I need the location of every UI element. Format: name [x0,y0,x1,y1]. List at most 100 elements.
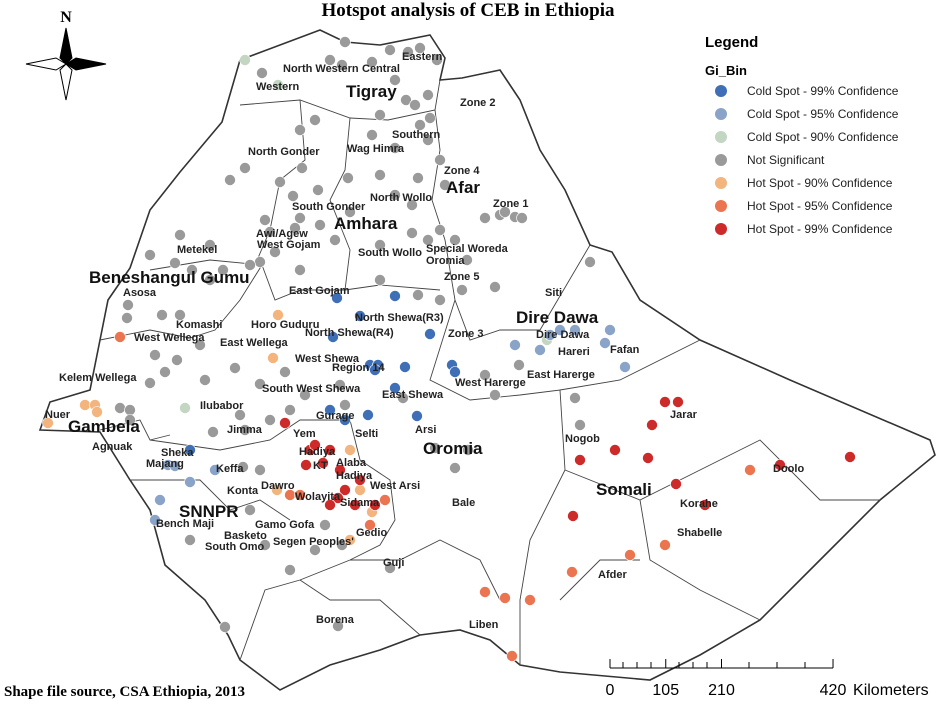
site-point [364,519,376,531]
site-point [300,459,312,471]
site-point [399,361,411,373]
zone-label: Borena [316,614,355,626]
site-point [272,309,284,321]
site-point [174,229,186,241]
legend-label: Hot Spot - 99% Confidence [747,222,893,236]
site-point [269,246,281,258]
zone-label: Segen Peoples' [273,536,354,548]
zone-label: Zone 3 [448,328,483,340]
site-point [499,592,511,604]
site-point [567,510,579,522]
zone-label: Selti [355,428,378,440]
site-point [287,190,299,202]
site-point [431,54,443,66]
zone-label: Shabelle [677,527,722,539]
site-point [294,124,306,136]
zone-label: Central [362,63,400,75]
site-point [449,366,461,378]
site-point [184,444,196,456]
site-point [400,94,412,106]
site-point [199,374,211,386]
site-point [384,44,396,56]
site-point [554,324,566,336]
zone-label: Konta [227,485,259,497]
site-point [224,174,236,186]
site-point [389,142,401,154]
site-point [424,112,436,124]
site-point [239,162,251,174]
site-point [264,414,276,426]
zone-label: Bale [452,497,475,509]
site-point [354,474,366,486]
site-point [374,274,386,286]
site-point [339,484,351,496]
region-label: Tigray [346,82,397,101]
site-point [169,460,181,472]
zone-label: Gedio [356,527,387,539]
zone-label: North Gonder [248,146,320,158]
zone-label: Komashi [176,319,222,331]
site-point [411,410,423,422]
legend-swatch [715,131,727,143]
north-arrow: N [25,9,107,101]
zone-label: West Wellega [134,332,205,344]
site-point [299,389,311,401]
site-point [642,452,654,464]
zone-label: Ilubabor [200,400,244,412]
site-point [42,417,54,429]
site-point [159,366,171,378]
site-point [309,114,321,126]
site-point [422,134,434,146]
site-point [296,162,308,174]
zone-label: Sheka [161,447,194,459]
scale-label: 420 [820,682,847,699]
site-point [354,310,366,322]
site-point [289,222,301,234]
legend-swatch [715,85,727,97]
site-point [422,89,434,101]
map-body [38,29,936,691]
zone-label: Southern [392,129,441,141]
site-point [229,362,241,374]
zone-label: Sidama [340,497,380,509]
site-point [186,264,198,276]
zone-label: East Gojam [289,285,350,297]
site-point [389,74,401,86]
zone-label: Agnuak [92,441,133,453]
site-point [414,42,426,54]
site-point [489,389,501,401]
site-point [429,442,441,454]
site-point [294,264,306,276]
zone-label: Zone 4 [444,165,480,177]
site-point [624,549,636,561]
region-label: Amhara [334,214,398,233]
legend-swatch [715,108,727,120]
site-point [271,484,283,496]
zone-label: Western [256,81,299,93]
site-point [279,417,291,429]
site-point [317,457,329,469]
zone-label: Hadiya [336,470,373,482]
zone-label: Gamo Gofa [255,519,315,531]
site-point [184,534,196,546]
zone-label: Hadiya [299,446,336,458]
site-point [569,324,581,336]
site-point [332,620,344,632]
site-point [354,484,366,496]
site-point [374,169,386,181]
site-point [362,409,374,421]
site-point [254,378,266,390]
legend-field: Gi_Bin [705,63,747,78]
zone-label: Horo Guduru [251,319,319,331]
site-point [294,489,306,501]
site-point [646,419,658,431]
zone-label: West Harerge [455,377,526,389]
legend-swatch [715,200,727,212]
zone-label: Jarar [670,409,698,421]
zone-label: Basketo [224,530,267,542]
site-point [604,324,616,336]
zone-label: Dawro [261,480,295,492]
site-point [114,402,126,414]
site-point [169,257,181,269]
site-point [406,199,418,211]
